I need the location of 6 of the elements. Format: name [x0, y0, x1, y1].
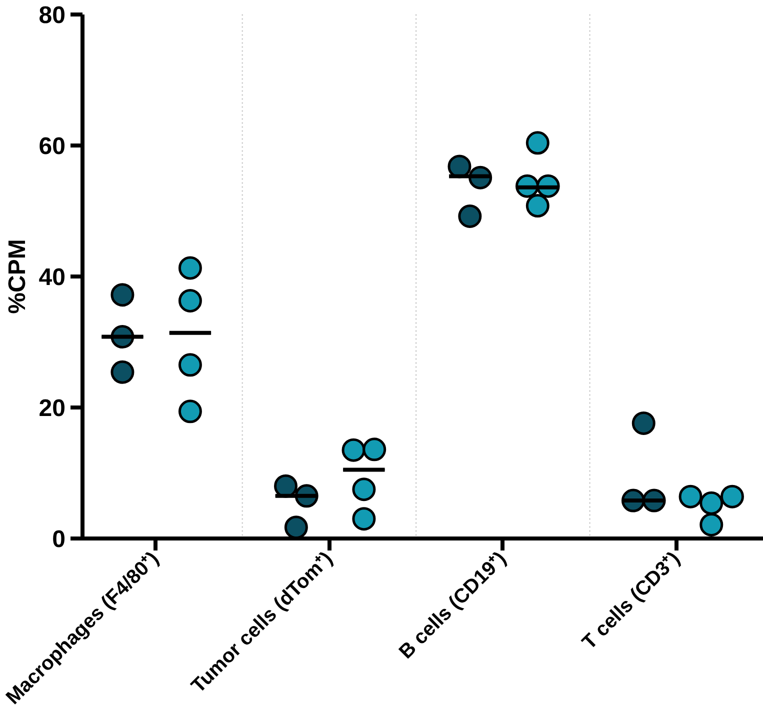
- y-tick-label: 20: [38, 395, 66, 422]
- y-tick-label: 0: [52, 526, 66, 553]
- y-tick-label: 80: [38, 2, 66, 29]
- y-tick-label: 40: [38, 264, 66, 291]
- y-tick-label: 60: [38, 133, 66, 160]
- y-axis-title: %CPM: [4, 239, 31, 314]
